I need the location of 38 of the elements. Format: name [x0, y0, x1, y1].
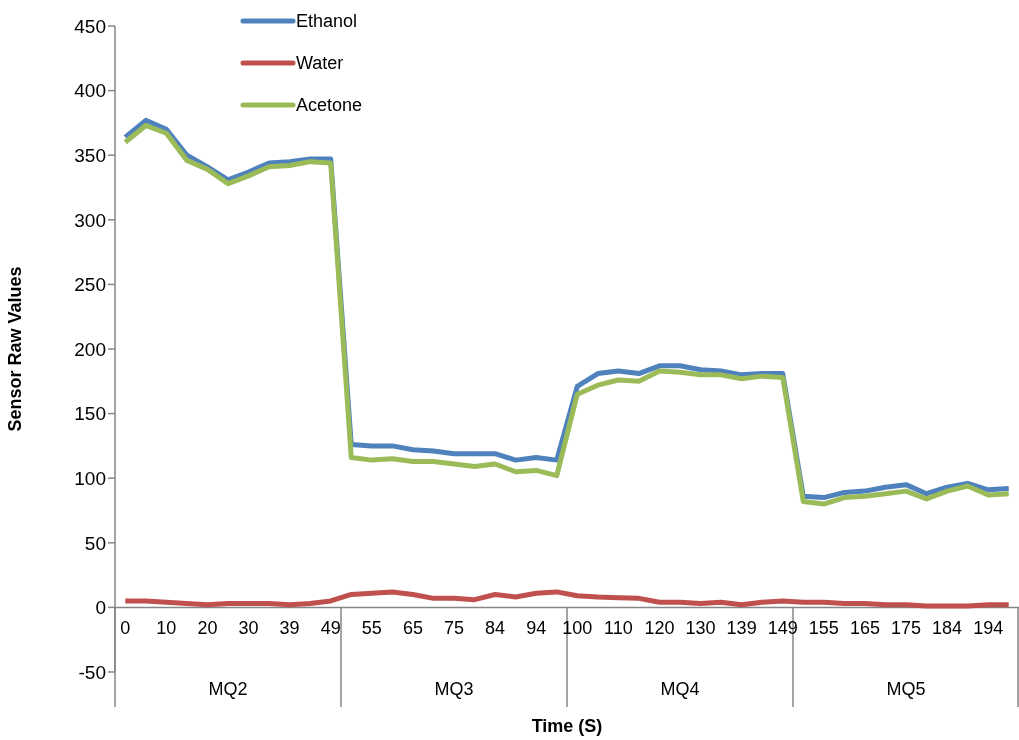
legend-label: Water [296, 52, 344, 74]
y-tick-label: 150 [74, 403, 106, 425]
y-tick-label: 450 [74, 15, 106, 37]
x-tick-label: 120 [644, 618, 675, 639]
x-tick-label: 75 [443, 618, 465, 639]
x-tick-label: 165 [849, 618, 880, 639]
y-tick-label: 100 [74, 467, 106, 489]
x-tick-label: 39 [279, 618, 300, 639]
x-tick-label: 194 [973, 618, 1004, 639]
x-tick-label: 20 [197, 618, 218, 639]
y-tick-label: 300 [74, 209, 106, 231]
legend-label: Acetone [296, 94, 363, 116]
y-tick-label: 250 [74, 274, 106, 296]
x-tick-label: 65 [402, 618, 423, 639]
x-tick-label: 139 [726, 618, 757, 639]
x-tick-label: 0 [120, 618, 131, 639]
x-tick-label: 130 [685, 618, 716, 639]
x-tick-label: 84 [485, 618, 506, 639]
x-tick-label: 49 [320, 618, 341, 639]
x-tick-label: 184 [932, 618, 963, 639]
y-tick-label: 50 [84, 532, 106, 554]
x-tick-label: 30 [238, 618, 259, 639]
y-tick-label: 350 [74, 144, 106, 166]
y-tick-label: -50 [78, 661, 106, 683]
x-tick-label: 110 [604, 618, 633, 639]
x-tick-label: 149 [767, 618, 798, 639]
y-axis-title: Sensor Raw Values [5, 266, 26, 432]
x-axis-title: Time (S) [531, 716, 603, 736]
x-tick-label: 100 [562, 618, 593, 639]
y-tick-label: 200 [74, 338, 106, 360]
x-tick-label: 155 [808, 618, 839, 639]
legend-label: Ethanol [296, 10, 358, 32]
x-tick-label: 94 [526, 618, 547, 639]
x-tick-label: 175 [890, 618, 922, 639]
x-tick-label: 10 [156, 618, 177, 639]
x-tick-label: 55 [361, 618, 382, 639]
y-tick-label: 0 [95, 597, 106, 619]
y-tick-label: 400 [74, 80, 106, 102]
